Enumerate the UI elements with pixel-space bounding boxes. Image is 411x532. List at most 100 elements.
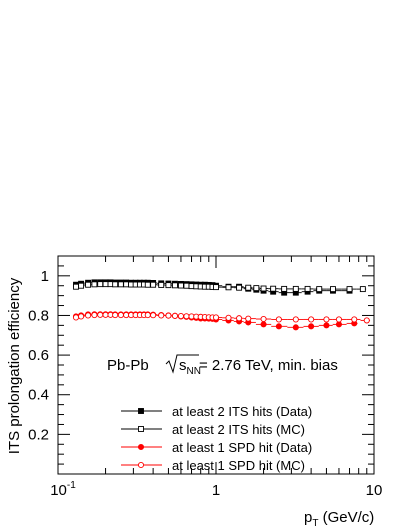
data-point bbox=[323, 316, 330, 323]
data-point bbox=[346, 286, 353, 293]
data-point bbox=[158, 312, 165, 319]
y-tick-label: 1 bbox=[41, 268, 49, 285]
x-axis-label-sub: T bbox=[312, 518, 318, 529]
legend-label: at least 1 SPD hit (Data) bbox=[172, 440, 312, 455]
data-point bbox=[308, 323, 315, 330]
x-tick-label: 10-1 bbox=[50, 480, 76, 499]
data-point bbox=[85, 281, 92, 288]
data-point bbox=[172, 282, 178, 289]
legend-item: at least 2 ITS hits (MC) bbox=[121, 422, 305, 437]
data-point bbox=[225, 314, 232, 321]
data-point bbox=[351, 316, 358, 323]
x-axis-label-p: p bbox=[304, 509, 312, 526]
series-2 bbox=[73, 281, 367, 293]
svg-text:Pb-Pb: Pb-Pb bbox=[107, 357, 149, 374]
data-point bbox=[123, 312, 130, 319]
annotation-suffix: = 2.76 TeV, min. bias bbox=[199, 357, 338, 374]
data-point bbox=[236, 315, 243, 322]
data-point bbox=[183, 282, 190, 289]
legend-marker bbox=[138, 408, 144, 414]
series-4 bbox=[72, 311, 371, 324]
data-point bbox=[117, 281, 124, 288]
x-tick-label: 10 bbox=[366, 482, 383, 499]
data-point bbox=[78, 313, 85, 320]
data-point bbox=[150, 312, 157, 319]
data-point bbox=[335, 321, 342, 328]
annotation-prefix: Pb-Pb bbox=[107, 357, 149, 374]
data-point bbox=[245, 315, 252, 322]
data-point bbox=[165, 312, 172, 319]
data-point bbox=[91, 312, 98, 319]
data-point bbox=[260, 321, 267, 328]
data-point bbox=[97, 281, 104, 288]
data-point bbox=[177, 282, 184, 289]
data-point bbox=[188, 283, 195, 290]
data-point bbox=[112, 281, 119, 288]
legend-marker bbox=[137, 443, 145, 451]
data-point bbox=[292, 316, 299, 323]
legend-item: at least 1 SPD hit (Data) bbox=[121, 440, 312, 455]
data-point bbox=[363, 317, 370, 324]
data-point bbox=[112, 312, 119, 319]
data-point bbox=[316, 286, 323, 293]
x-axis-label-rest: (GeV/c) bbox=[318, 509, 374, 526]
legend-label: at least 2 ITS hits (MC) bbox=[172, 422, 305, 437]
data-point bbox=[158, 281, 165, 288]
data-point bbox=[330, 286, 336, 293]
data-point bbox=[275, 323, 282, 330]
sqrt-sign bbox=[165, 354, 199, 374]
data-point bbox=[260, 315, 267, 323]
svg-text:sNN: sNN bbox=[179, 357, 201, 377]
y-tick-label: 0.8 bbox=[28, 307, 49, 324]
data-point bbox=[102, 281, 109, 288]
data-point bbox=[144, 312, 151, 319]
series-layer bbox=[72, 279, 371, 331]
data-point bbox=[150, 281, 157, 288]
legend-marker bbox=[138, 426, 144, 432]
data-point bbox=[123, 281, 130, 288]
svg-text:= 2.76 TeV, min. bias: = 2.76 TeV, min. bias bbox=[199, 357, 338, 374]
legend-item: at least 2 ITS hits (Data) bbox=[121, 404, 312, 419]
data-point bbox=[260, 285, 267, 292]
legend-item: at least 1 SPD hit (MC) bbox=[121, 458, 305, 473]
svg-text:pT (GeV/c): pT (GeV/c) bbox=[304, 509, 374, 529]
y-tick-label: 0.6 bbox=[28, 347, 49, 364]
annotation-sqrt-sub: NN bbox=[187, 366, 201, 377]
axis-ticks: 10-1 1 10 0.2 0.4 0.6 0.8 1 bbox=[28, 255, 383, 499]
data-point bbox=[323, 322, 330, 329]
legend-marker bbox=[137, 461, 145, 469]
legend-label: at least 1 SPD hit (MC) bbox=[172, 458, 305, 473]
data-point bbox=[78, 282, 85, 289]
x-axis-label: pT (GeV/c) bbox=[304, 509, 374, 529]
data-point bbox=[253, 285, 260, 292]
data-point bbox=[102, 311, 109, 318]
data-point bbox=[144, 281, 151, 288]
data-point bbox=[292, 285, 299, 292]
data-point bbox=[275, 316, 282, 323]
data-point bbox=[304, 285, 311, 292]
data-point bbox=[236, 284, 243, 291]
y-tick-label: 0.4 bbox=[28, 387, 49, 404]
data-point bbox=[213, 284, 219, 291]
legend-label: at least 2 ITS hits (Data) bbox=[172, 404, 312, 419]
data-point bbox=[73, 283, 79, 290]
annotation: Pb-Pb sNN = 2.76 TeV, min. bias bbox=[107, 354, 338, 377]
data-point bbox=[212, 314, 220, 321]
y-axis-label: ITS prolongation efficiency bbox=[6, 277, 23, 454]
data-point bbox=[183, 313, 190, 320]
data-point bbox=[308, 316, 315, 323]
data-point bbox=[97, 311, 104, 318]
data-point bbox=[270, 285, 277, 292]
legend: at least 2 ITS hits (Data) at least 2 ITS… bbox=[121, 404, 312, 473]
data-point bbox=[72, 314, 80, 321]
data-point bbox=[91, 281, 98, 288]
x-tick-label: 1 bbox=[212, 482, 220, 499]
data-point bbox=[165, 282, 172, 289]
data-point bbox=[117, 312, 124, 319]
data-point bbox=[281, 285, 288, 292]
annotation-sqrt-s: s bbox=[179, 357, 187, 374]
data-point bbox=[292, 324, 299, 331]
data-point bbox=[85, 312, 92, 319]
data-point bbox=[225, 284, 232, 291]
